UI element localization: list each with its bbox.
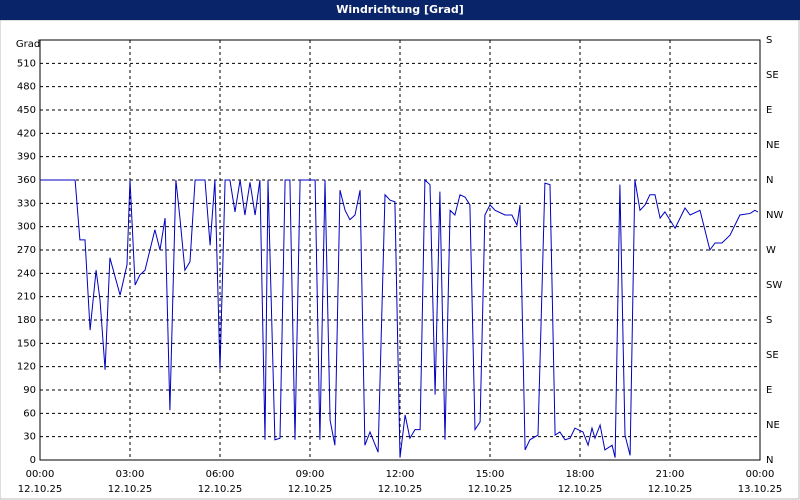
y-tick-label: 60 xyxy=(23,408,36,419)
x-tick-label: 18:00 xyxy=(566,469,595,480)
y2-tick-label: NE xyxy=(766,140,780,151)
y2-tick-label: NE xyxy=(766,420,780,431)
x-tick-label: 12:00 xyxy=(386,469,415,480)
x-tick-label: 21:00 xyxy=(656,469,685,480)
x-tick-label: 00:00 xyxy=(26,469,55,480)
y-tick-label: 120 xyxy=(17,362,36,373)
y2-tick-label: N xyxy=(766,175,773,186)
chart-title: Windrichtung [Grad] xyxy=(336,3,464,16)
plot-frame xyxy=(39,39,761,461)
y-axis-label: Grad xyxy=(16,39,40,50)
y-tick-label: 270 xyxy=(17,245,36,256)
y-tick-label: 90 xyxy=(23,385,36,396)
y-tick-label: 330 xyxy=(17,198,36,209)
chart: Grad 0 30 60 90 120 150 180 210 240 270 300 330 360 3… xyxy=(0,20,800,500)
y-tick-label: 510 xyxy=(17,58,36,69)
y-tick-label: 240 xyxy=(17,268,36,279)
y-tick-label: 480 xyxy=(17,82,36,93)
y-tick-label: 390 xyxy=(17,152,36,163)
y-tick-label: 150 xyxy=(17,338,36,349)
x-tick-date: 12.10.25 xyxy=(108,484,153,495)
y2-tick-label: W xyxy=(766,245,776,256)
y-tick-label: 360 xyxy=(17,175,36,186)
x-tick-date: 12.10.25 xyxy=(378,484,423,495)
x-tick-label: 09:00 xyxy=(296,469,325,480)
x-tick-date: 13.10.25 xyxy=(738,484,783,495)
x-tick-label: 06:00 xyxy=(206,469,235,480)
data-line xyxy=(40,178,759,458)
y-tick-label: 30 xyxy=(23,432,36,443)
title-bar: Windrichtung [Grad] xyxy=(0,0,800,20)
y-tick-label: 450 xyxy=(17,105,36,116)
y-tick-label: 0 xyxy=(30,455,36,466)
x-tick-date: 12.10.25 xyxy=(558,484,603,495)
x-tick-date: 12.10.25 xyxy=(468,484,513,495)
x-tick-date: 12.10.25 xyxy=(648,484,693,495)
y-tick-label: 180 xyxy=(17,315,36,326)
y2-tick-label: S xyxy=(766,35,772,46)
y2-tick-label: N xyxy=(766,455,773,466)
y2-tick-label: E xyxy=(766,105,772,116)
x-tick-date: 12.10.25 xyxy=(18,484,63,495)
y-tick-label: 300 xyxy=(17,222,36,233)
y-tick-label: 420 xyxy=(17,128,36,139)
x-tick-date: 12.10.25 xyxy=(288,484,333,495)
y2-tick-label: SE xyxy=(766,70,779,81)
y2-tick-label: SW xyxy=(766,280,782,291)
y2-tick-label: SE xyxy=(766,350,779,361)
y2-tick-label: S xyxy=(766,315,772,326)
x-tick-label: 03:00 xyxy=(116,469,145,480)
x-tick-label: 00:00 xyxy=(746,469,775,480)
y2-tick-label: E xyxy=(766,385,772,396)
x-tick-label: 15:00 xyxy=(476,469,505,480)
y-tick-label: 210 xyxy=(17,292,36,303)
x-tick-date: 12.10.25 xyxy=(198,484,243,495)
y2-tick-label: NW xyxy=(766,210,783,221)
